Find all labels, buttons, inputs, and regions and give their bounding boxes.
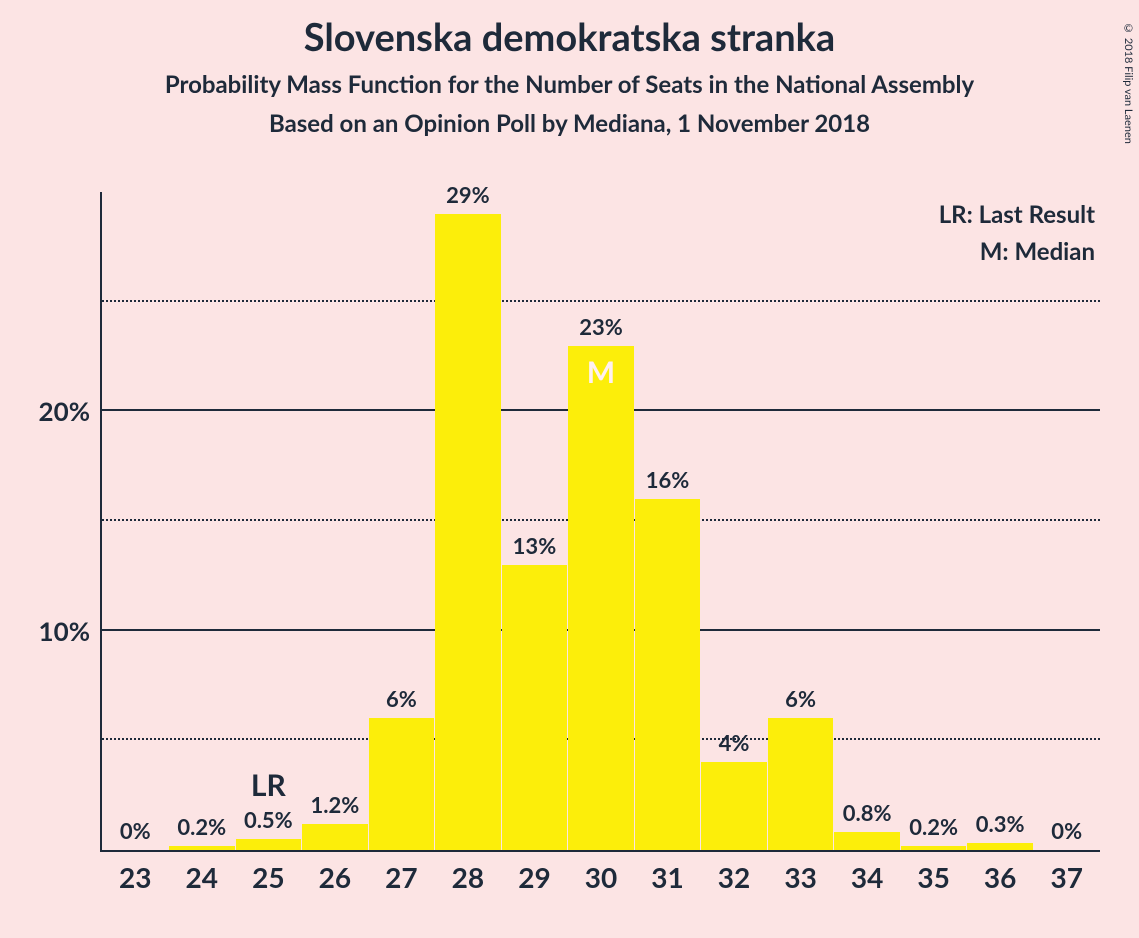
bar-slot: 0.2%35 <box>900 192 967 850</box>
bar-value-label: 6% <box>386 685 417 718</box>
x-axis-label: 31 <box>651 850 683 894</box>
bar: 0.3% <box>967 843 1033 850</box>
x-axis-label: 26 <box>319 850 351 894</box>
bar-value-label: 0.2% <box>909 813 958 846</box>
bar-slot: 6%33 <box>767 192 834 850</box>
bar-slot: 0%37 <box>1033 192 1100 850</box>
bar-value-label: 4% <box>719 729 750 762</box>
median-marker: M <box>587 354 615 390</box>
bar-slot: 29%28 <box>435 192 502 850</box>
bar-value-label: 0.2% <box>177 813 226 846</box>
bar-value-label: 0% <box>120 817 151 850</box>
last-result-marker: LR <box>251 767 286 803</box>
bar-slot: 16%31 <box>634 192 701 850</box>
bar-value-label: 0.5% <box>244 806 293 839</box>
bar: 6% <box>369 718 435 850</box>
bar: 16% <box>635 499 701 850</box>
x-axis-label: 37 <box>1050 850 1082 894</box>
x-axis-label: 33 <box>784 850 816 894</box>
bar: 23%M <box>568 346 634 850</box>
bar-value-label: 13% <box>513 532 557 565</box>
bar-slot: 1.2%26 <box>302 192 369 850</box>
bar-slot: 0.3%36 <box>967 192 1034 850</box>
bar: 1.2% <box>302 824 368 850</box>
bar-slot: 0%23 <box>102 192 169 850</box>
x-axis-label: 28 <box>452 850 484 894</box>
x-axis-label: 25 <box>252 850 284 894</box>
bar-value-label: 0.8% <box>843 799 892 832</box>
chart-title: Slovenska demokratska stranka <box>0 14 1139 60</box>
bar: 29% <box>435 214 501 850</box>
bar-value-label: 0.3% <box>976 810 1025 843</box>
x-axis-label: 23 <box>119 850 151 894</box>
x-axis-label: 24 <box>186 850 218 894</box>
bar-value-label: 1.2% <box>310 791 359 824</box>
bar-chart: 10%20% 0%230.2%24LR0.5%251.2%266%2729%28… <box>100 192 1100 852</box>
x-axis-label: 34 <box>851 850 883 894</box>
bar-value-label: 23% <box>579 313 623 346</box>
x-axis-label: 35 <box>917 850 949 894</box>
bar-value-label: 16% <box>646 466 690 499</box>
bar: 4% <box>701 762 767 850</box>
x-axis-label: 30 <box>585 850 617 894</box>
bar-slot: 0.2%24 <box>169 192 236 850</box>
y-axis-label: 10% <box>39 615 102 647</box>
chart-subtitle-2: Based on an Opinion Poll by Mediana, 1 N… <box>0 109 1139 138</box>
bar-slot: 23%M30 <box>568 192 635 850</box>
bar: 13% <box>502 565 568 850</box>
bar-slot: 13%29 <box>501 192 568 850</box>
x-axis-label: 36 <box>984 850 1016 894</box>
bar-slot: 4%32 <box>701 192 768 850</box>
bar-slot: LR0.5%25 <box>235 192 302 850</box>
bar-value-label: 6% <box>785 685 816 718</box>
copyright: © 2018 Filip van Laenen <box>1122 22 1135 144</box>
bar-slot: 0.8%34 <box>834 192 901 850</box>
bar: 0.5% <box>236 839 302 850</box>
x-axis-label: 27 <box>385 850 417 894</box>
y-axis-label: 20% <box>39 395 102 427</box>
x-axis-label: 32 <box>718 850 750 894</box>
bar-value-label: 0% <box>1051 817 1082 850</box>
bar-value-label: 29% <box>446 181 490 214</box>
x-axis-label: 29 <box>518 850 550 894</box>
bar: 6% <box>768 718 834 850</box>
bar-slot: 6%27 <box>368 192 435 850</box>
chart-subtitle-1: Probability Mass Function for the Number… <box>0 70 1139 99</box>
bar: 0.8% <box>834 832 900 850</box>
